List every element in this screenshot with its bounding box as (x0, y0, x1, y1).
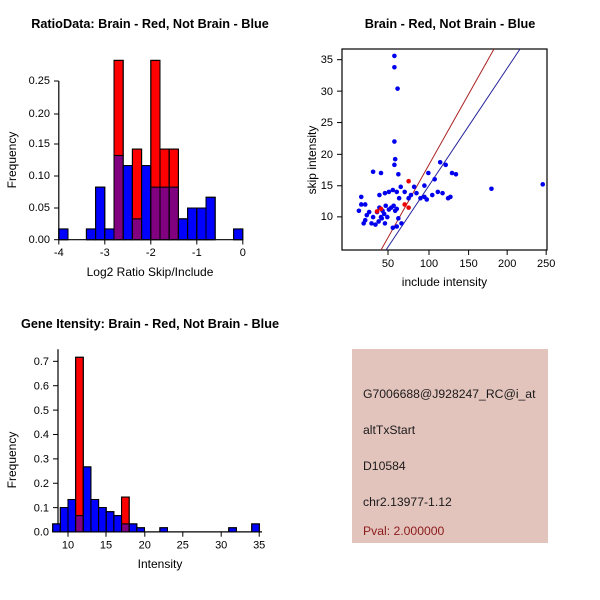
svg-text:25: 25 (177, 540, 189, 552)
svg-text:Pval: 2.000000: Pval: 2.000000 (363, 524, 445, 538)
svg-text:D10584: D10584 (363, 459, 406, 473)
svg-text:Gene Itensity: Brain - Red, No: Gene Itensity: Brain - Red, Not Brain - … (21, 317, 279, 331)
svg-text:0.1: 0.1 (34, 502, 49, 514)
svg-text:35: 35 (321, 54, 333, 66)
svg-text:15: 15 (321, 180, 333, 192)
svg-text:0.5: 0.5 (34, 405, 49, 417)
svg-text:20: 20 (321, 149, 333, 161)
svg-text:Brain - Red, Not Brain - Blue: Brain - Red, Not Brain - Blue (365, 17, 536, 31)
svg-text:-2: -2 (146, 247, 156, 259)
svg-text:0.15: 0.15 (29, 138, 50, 150)
svg-text:skip intensity: skip intensity (305, 126, 319, 195)
svg-text:0.3: 0.3 (34, 454, 49, 466)
svg-text:35: 35 (253, 540, 265, 552)
svg-text:Frequency: Frequency (5, 432, 19, 489)
svg-text:include intensity: include intensity (402, 275, 487, 289)
svg-text:-3: -3 (100, 247, 110, 259)
svg-text:30: 30 (215, 540, 227, 552)
svg-text:100: 100 (420, 258, 438, 270)
svg-text:10: 10 (321, 211, 333, 223)
svg-text:0.4: 0.4 (34, 429, 49, 441)
svg-text:250: 250 (537, 258, 555, 270)
svg-text:0.7: 0.7 (34, 356, 49, 368)
svg-text:chr2.13977-1.12: chr2.13977-1.12 (363, 495, 452, 509)
svg-text:15: 15 (100, 540, 112, 552)
svg-text:altTxStart: altTxStart (363, 423, 416, 437)
svg-text:-1: -1 (192, 247, 202, 259)
svg-text:10: 10 (62, 540, 74, 552)
svg-text:-4: -4 (54, 247, 64, 259)
svg-text:0.05: 0.05 (29, 202, 50, 214)
svg-text:0.2: 0.2 (34, 478, 49, 490)
svg-text:0.0: 0.0 (34, 527, 49, 539)
svg-text:0: 0 (240, 247, 246, 259)
svg-text:25: 25 (321, 117, 333, 129)
svg-text:0.00: 0.00 (29, 234, 50, 246)
svg-text:0.25: 0.25 (29, 75, 50, 87)
svg-text:200: 200 (498, 258, 516, 270)
svg-text:Frequency: Frequency (5, 132, 19, 189)
svg-text:Intensity: Intensity (138, 557, 183, 571)
svg-text:150: 150 (459, 258, 477, 270)
svg-text:RatioData: Brain - Red, Not Br: RatioData: Brain - Red, Not Brain - Blue (31, 17, 269, 31)
svg-text:0.10: 0.10 (29, 170, 50, 182)
svg-text:50: 50 (382, 258, 394, 270)
svg-text:Log2 Ratio Skip/Include: Log2 Ratio Skip/Include (87, 265, 214, 279)
svg-text:30: 30 (321, 86, 333, 98)
svg-text:0.6: 0.6 (34, 381, 49, 393)
svg-text:0.20: 0.20 (29, 108, 50, 120)
svg-text:20: 20 (139, 540, 151, 552)
svg-text:G7006688@J928247_RC@i_at: G7006688@J928247_RC@i_at (363, 387, 536, 401)
